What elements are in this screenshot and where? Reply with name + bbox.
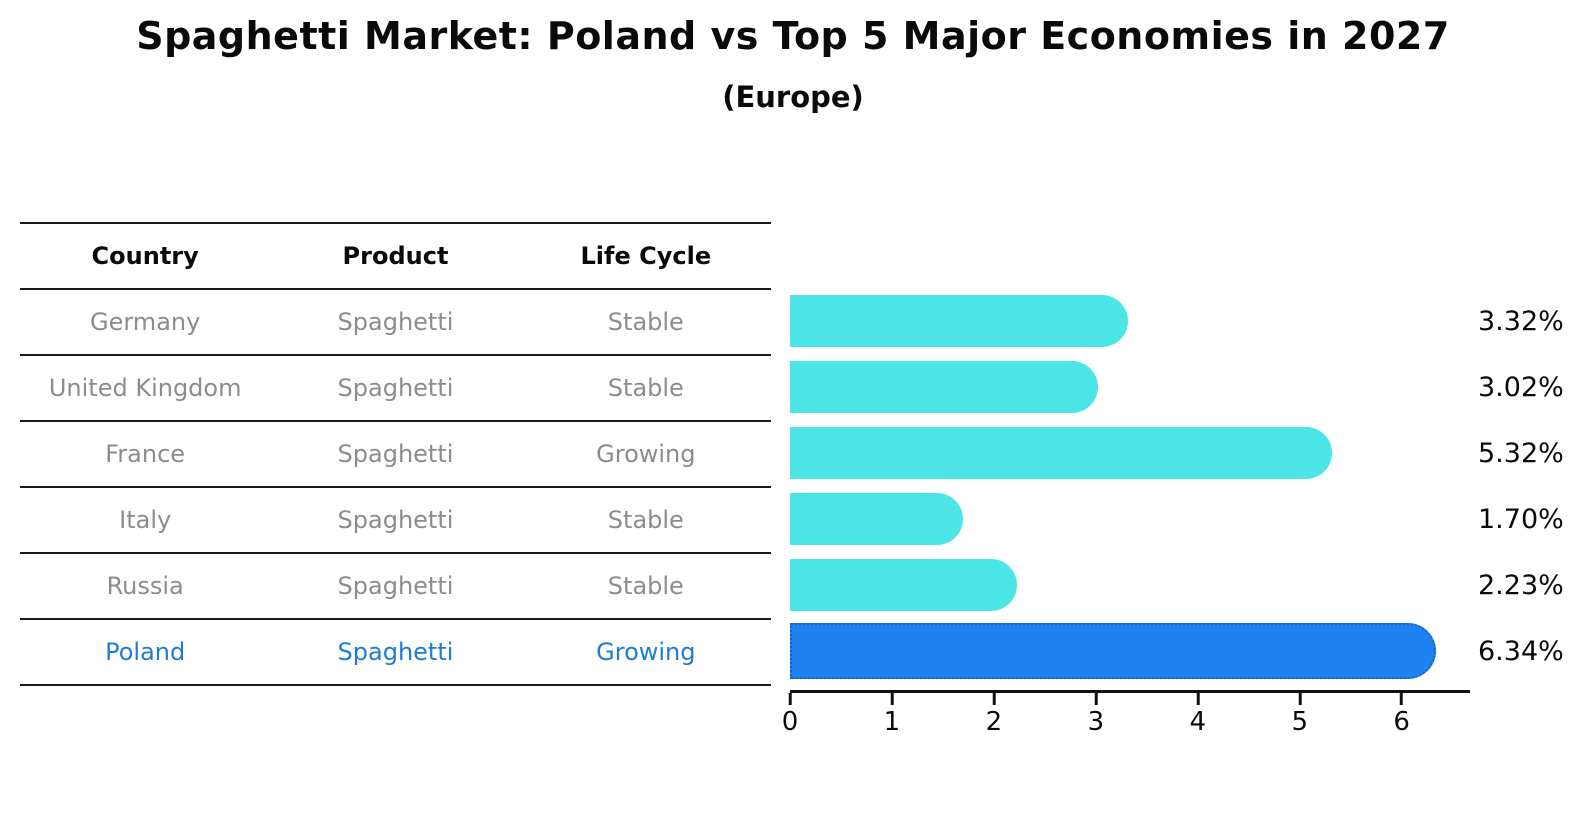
x-axis-tickmark bbox=[1298, 693, 1302, 705]
column-header-life-cycle: Life Cycle bbox=[580, 242, 712, 270]
x-axis-tickmark bbox=[1196, 693, 1200, 705]
cell-product: Spaghetti bbox=[337, 638, 454, 666]
cell-life-cycle: Stable bbox=[607, 572, 684, 600]
bar-row bbox=[790, 552, 1470, 618]
cell-country: Poland bbox=[105, 638, 186, 666]
bar-row bbox=[790, 288, 1470, 354]
cell-life-cycle: Growing bbox=[596, 440, 696, 468]
cell-country: Germany bbox=[90, 308, 201, 336]
x-axis-tickmark bbox=[1400, 693, 1404, 705]
table-row-highlighted: Poland Spaghetti Growing bbox=[20, 620, 771, 686]
x-axis-tickmark bbox=[1094, 693, 1098, 705]
x-axis-tick-label: 2 bbox=[985, 707, 1003, 737]
chart-subtitle: (Europe) bbox=[722, 80, 864, 114]
value-label: 6.34% bbox=[1478, 635, 1564, 667]
value-label: 1.70% bbox=[1478, 503, 1564, 535]
x-axis: 0 1 2 3 4 5 6 bbox=[782, 690, 1470, 743]
cell-country: France bbox=[105, 440, 186, 468]
cell-product: Spaghetti bbox=[337, 506, 454, 534]
chart-title: Spaghetti Market: Poland vs Top 5 Major … bbox=[136, 14, 1450, 58]
cell-country: Russia bbox=[106, 572, 184, 600]
cell-life-cycle: Stable bbox=[607, 506, 684, 534]
x-axis-tick: 2 bbox=[985, 693, 1003, 737]
bar-poland-highlighted bbox=[790, 623, 1437, 679]
cell-product: Spaghetti bbox=[337, 572, 454, 600]
x-axis-tick-label: 5 bbox=[1291, 707, 1309, 737]
column-header-product: Product bbox=[342, 242, 449, 270]
x-axis-tick: 0 bbox=[781, 693, 799, 737]
table-row: United Kingdom Spaghetti Stable bbox=[20, 356, 771, 422]
cell-product: Spaghetti bbox=[337, 440, 454, 468]
bar-row bbox=[790, 420, 1470, 486]
cell-life-cycle: Growing bbox=[596, 638, 696, 666]
x-axis-tick-label: 1 bbox=[883, 707, 901, 737]
bar-plot bbox=[790, 288, 1470, 684]
x-axis-tick: 5 bbox=[1291, 693, 1308, 735]
table-row: Germany Spaghetti Stable bbox=[20, 290, 771, 356]
country-table: Country Product Life Cycle Germany Spagh… bbox=[20, 222, 771, 686]
x-axis-tick-label: 6 bbox=[1393, 707, 1410, 737]
value-label: 3.02% bbox=[1478, 371, 1564, 403]
bar-france bbox=[790, 427, 1333, 479]
table-row: Russia Spaghetti Stable bbox=[20, 554, 771, 620]
x-axis-tick-label: 0 bbox=[781, 707, 799, 737]
x-axis-tick: 4 bbox=[1189, 693, 1207, 737]
x-axis-tickmark bbox=[992, 693, 996, 705]
x-axis-tickmark bbox=[890, 693, 894, 705]
cell-life-cycle: Stable bbox=[607, 374, 684, 402]
x-axis-tickmark bbox=[788, 693, 792, 705]
value-label-column: 3.32% 3.02% 5.32% 1.70% 2.23% 6.34% bbox=[1478, 288, 1586, 684]
x-axis-tick-label: 4 bbox=[1189, 707, 1207, 737]
cell-product: Spaghetti bbox=[337, 374, 454, 402]
cell-country: United Kingdom bbox=[48, 374, 242, 402]
x-axis-tick: 6 bbox=[1393, 693, 1410, 735]
bar-row bbox=[790, 486, 1470, 552]
cell-life-cycle: Stable bbox=[607, 308, 684, 336]
table-row: Italy Spaghetti Stable bbox=[20, 488, 771, 554]
cell-product: Spaghetti bbox=[337, 308, 454, 336]
table-row: France Spaghetti Growing bbox=[20, 422, 771, 488]
x-axis-tick: 1 bbox=[883, 693, 901, 737]
cell-country: Italy bbox=[119, 506, 172, 534]
bar-united-kingdom bbox=[790, 361, 1098, 413]
bar-germany bbox=[790, 295, 1129, 347]
bar-russia bbox=[790, 559, 1018, 611]
value-label: 3.32% bbox=[1478, 305, 1564, 337]
bar-row bbox=[790, 354, 1470, 420]
value-label: 5.32% bbox=[1478, 437, 1564, 469]
x-axis-tick-label: 3 bbox=[1087, 707, 1105, 737]
value-label: 2.23% bbox=[1478, 569, 1564, 601]
column-header-country: Country bbox=[91, 242, 199, 270]
x-axis-tick: 3 bbox=[1087, 693, 1105, 737]
bar-italy bbox=[790, 493, 964, 545]
bar-row bbox=[790, 618, 1470, 684]
table-header-row: Country Product Life Cycle bbox=[20, 222, 771, 290]
